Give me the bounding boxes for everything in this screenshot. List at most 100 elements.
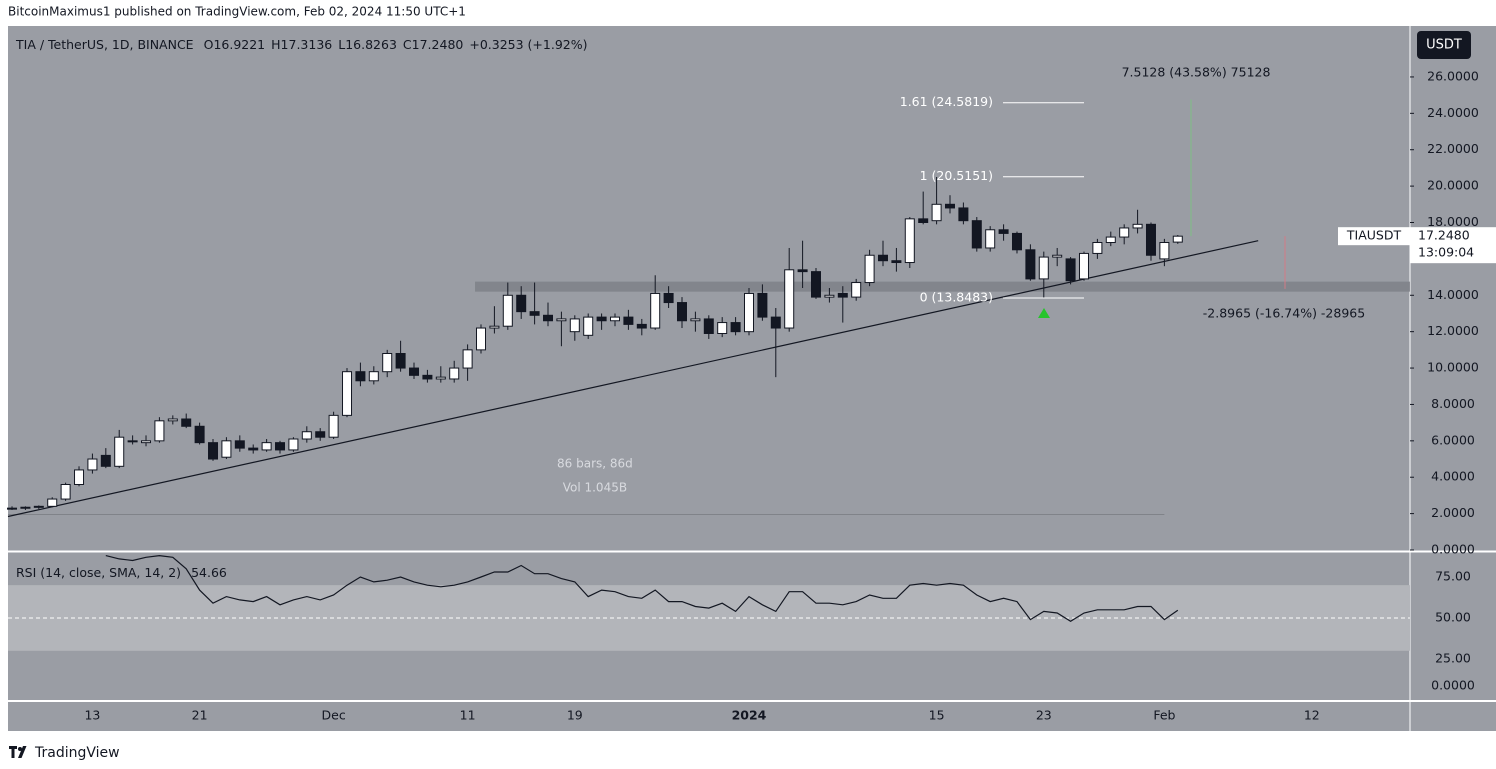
candle-body <box>342 371 353 416</box>
measure-up-label: 7.5128 (43.58%) 75128 <box>1122 65 1271 80</box>
y-tick-label: 2.0000 <box>1431 505 1475 520</box>
candle-body <box>1105 236 1116 244</box>
rsi-tick-label: 75.00 <box>1435 568 1471 583</box>
candle-body <box>610 316 621 322</box>
candle-body <box>462 349 473 369</box>
candle-body <box>730 322 741 333</box>
x-tick-label: 19 <box>567 708 583 723</box>
candle-body <box>650 292 661 329</box>
candle-body <box>1119 227 1130 238</box>
candle-body <box>1078 252 1089 280</box>
candle-body <box>127 440 138 443</box>
candle-body <box>1038 256 1049 280</box>
candle-body <box>743 292 754 333</box>
candle-body <box>690 318 701 322</box>
candle-body <box>409 367 420 376</box>
candle-body <box>904 218 915 264</box>
candle-body <box>931 203 942 222</box>
candle-body <box>717 322 728 334</box>
y-tick-label: 12.0000 <box>1427 323 1479 338</box>
candle-body <box>891 260 902 264</box>
legend-change: +0.3253 (+1.92%) <box>469 37 587 52</box>
candle-body <box>569 318 580 333</box>
candle-body <box>20 506 31 509</box>
x-tick-label: 13 <box>84 708 100 723</box>
candle-body <box>918 218 929 224</box>
x-tick-label: 12 <box>1304 708 1320 723</box>
publisher: BitcoinMaximus1 published on TradingView… <box>8 5 466 19</box>
candle-body <box>395 353 406 369</box>
x-tick-label: 11 <box>460 708 476 723</box>
candle-body <box>623 316 634 325</box>
y-tick-label: 6.0000 <box>1431 432 1475 447</box>
y-tick-label: 8.0000 <box>1431 396 1475 411</box>
candle-body <box>810 271 821 298</box>
candle-body <box>864 254 875 284</box>
y-tick-label: 26.0000 <box>1427 68 1479 83</box>
candle-body <box>556 318 567 322</box>
x-tick-label: 21 <box>192 708 208 723</box>
fib-label: 0 (13.8483) <box>920 290 993 305</box>
candle-body <box>476 327 487 351</box>
candle-body <box>1159 242 1170 260</box>
candle-body <box>1092 242 1103 254</box>
candle-body <box>74 469 85 486</box>
legend-key: L <box>338 37 345 52</box>
symbol-tag-label: TIAUSDT <box>1346 228 1402 243</box>
candle-body <box>288 438 299 451</box>
candle-body <box>141 440 152 444</box>
x-tick-label: 15 <box>929 708 945 723</box>
candle-body <box>757 292 768 318</box>
candle-body <box>248 447 259 451</box>
candle-body <box>368 371 379 382</box>
candle-body <box>877 254 888 262</box>
candle-body <box>181 418 192 427</box>
candle-body <box>1052 254 1063 258</box>
y-tick-label: 4.0000 <box>1431 469 1475 484</box>
candle-body <box>167 418 178 422</box>
support-zone <box>475 281 1410 292</box>
candle-body <box>998 229 1009 234</box>
legend-value: 16.9221 <box>213 37 265 52</box>
candle-body <box>703 318 714 334</box>
candle-body <box>944 203 955 209</box>
candle-body <box>422 374 433 380</box>
candle-body <box>837 292 848 298</box>
candle-body <box>784 269 795 329</box>
measure-down-label: -2.8965 (-16.74%) -28965 <box>1203 306 1365 321</box>
rsi-legend-value: 54.66 <box>191 565 227 580</box>
currency-box <box>1417 31 1471 59</box>
legend-key: O <box>204 37 214 52</box>
x-tick-label: 2024 <box>732 708 767 723</box>
y-tick-label: 20.0000 <box>1427 178 1479 193</box>
candle-body <box>100 454 111 467</box>
candle-body <box>1145 223 1156 256</box>
candle-body <box>114 436 125 467</box>
candle-body <box>33 505 44 508</box>
range-info: 86 bars, 86d <box>557 457 633 471</box>
y-tick-label: 10.0000 <box>1427 360 1479 375</box>
candle-body <box>1065 258 1076 282</box>
candle-body <box>516 294 527 313</box>
candle-body <box>1025 249 1036 280</box>
rsi-legend-title: RSI (14, close, SMA, 14, 2) <box>16 565 181 580</box>
rsi-legend: RSI (14, close, SMA, 14, 2) 54.66 <box>16 565 227 580</box>
y-tick-label: 24.0000 <box>1427 105 1479 120</box>
range-info: Vol 1.045B <box>563 481 627 495</box>
y-tick-label: 18.0000 <box>1427 214 1479 229</box>
candle-body <box>382 353 393 373</box>
candle-body <box>971 220 982 249</box>
candle-body <box>489 325 500 329</box>
candle-body <box>87 458 98 471</box>
candle-body <box>1132 223 1143 229</box>
price-tag-countdown: 13:09:04 <box>1418 245 1474 260</box>
candle-body <box>663 292 674 304</box>
legend-key: C <box>403 37 412 52</box>
candle-body <box>315 431 326 438</box>
candle-body <box>636 323 647 329</box>
candle-body <box>47 498 58 507</box>
footer-brand: TradingView <box>34 745 120 761</box>
candle-body <box>851 282 862 298</box>
rsi-tick-label: 0.0000 <box>1431 678 1475 693</box>
